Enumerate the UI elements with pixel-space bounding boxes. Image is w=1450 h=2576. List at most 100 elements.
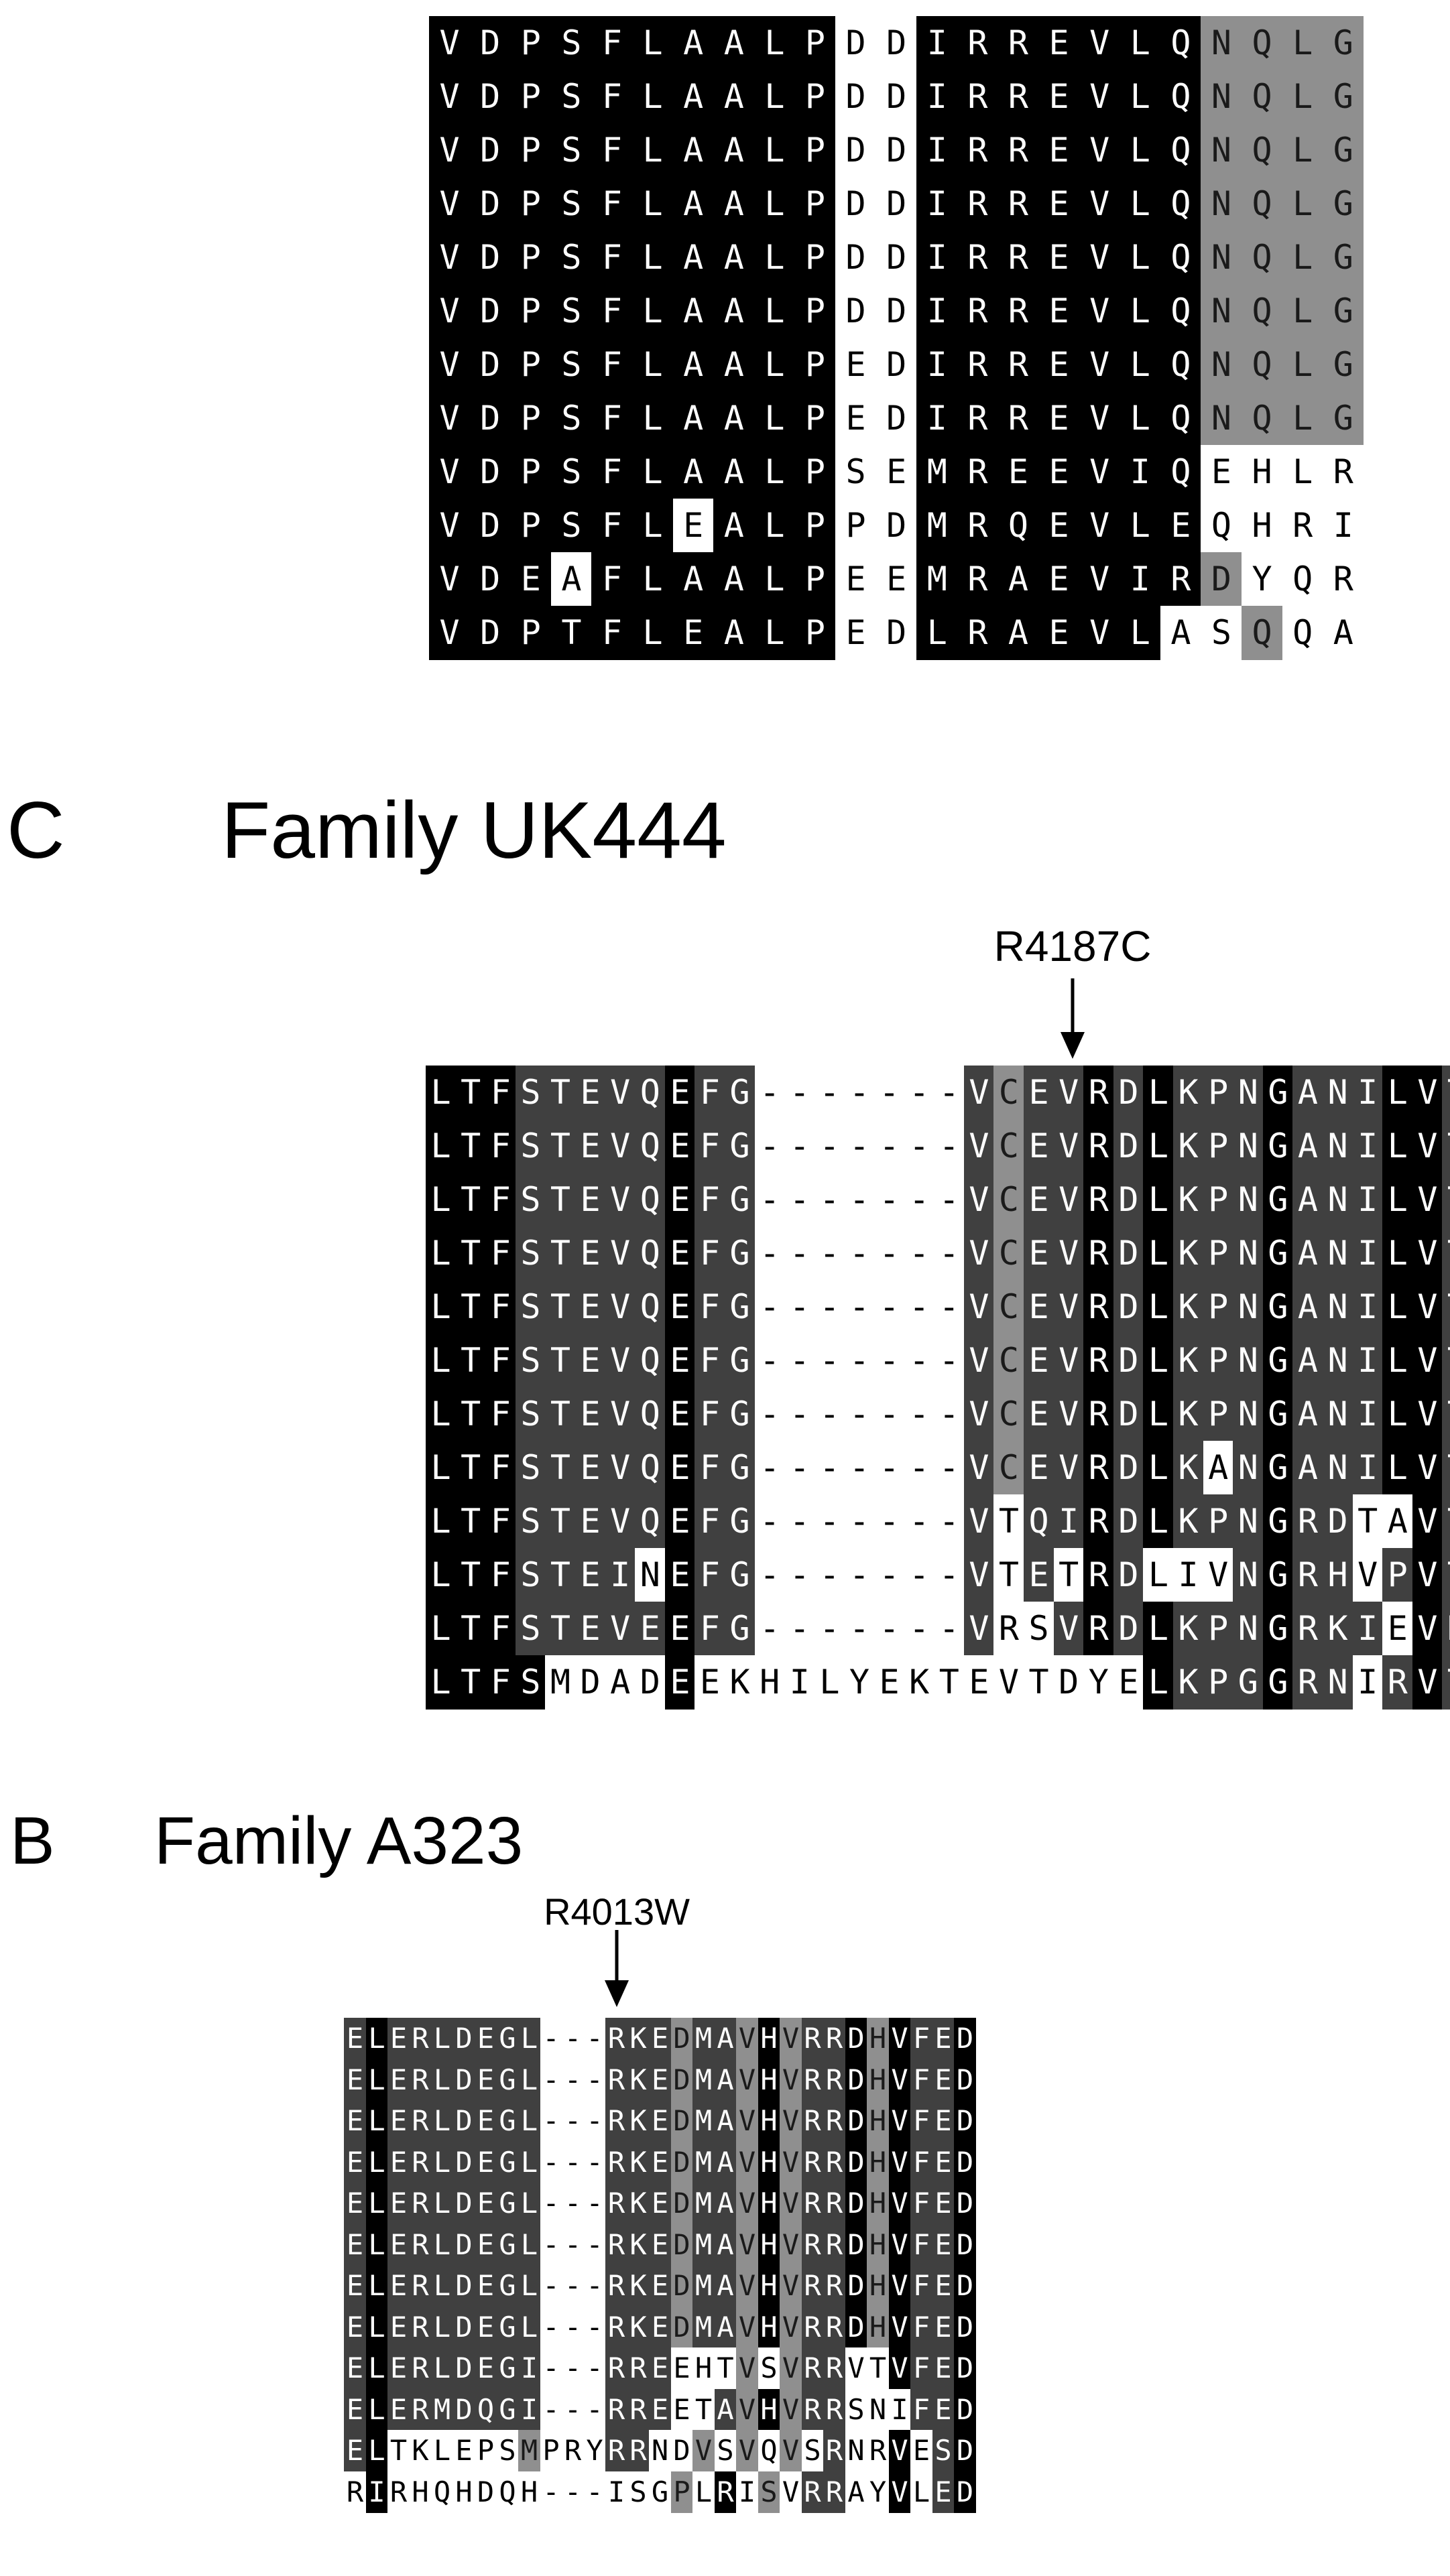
residue-cell: - <box>562 2306 585 2348</box>
residue-cell: I <box>736 2471 759 2513</box>
residue-cell: F <box>694 1441 725 1495</box>
residue-cell: V <box>1053 1173 1084 1227</box>
residue-cell: G <box>1323 123 1364 178</box>
residue-cell: S <box>714 2430 737 2472</box>
residue-cell: P <box>510 284 552 338</box>
residue-cell: R <box>801 2100 824 2142</box>
residue-cell: R <box>387 2471 410 2513</box>
residue-cell: D <box>875 284 917 338</box>
residue-cell: - <box>754 1548 785 1602</box>
residue-cell: T <box>714 2347 737 2390</box>
residue-cell: L <box>518 2018 541 2060</box>
residue-cell: D <box>835 284 877 338</box>
residue-cell: - <box>814 1441 845 1495</box>
residue-cell: H <box>867 2265 890 2307</box>
residue-cell: V <box>1412 1441 1443 1495</box>
residue-cell: F <box>485 1441 516 1495</box>
residue-cell: M <box>692 2224 715 2266</box>
residue-cell: E <box>694 1655 725 1710</box>
residue-cell: V <box>736 2347 759 2390</box>
residue-cell: L <box>426 1334 457 1388</box>
residue-cell: E <box>575 1441 606 1495</box>
residue-cell: T <box>455 1494 486 1549</box>
residue-cell: V <box>1079 70 1120 124</box>
residue-cell: - <box>754 1602 785 1656</box>
residue-cell: L <box>365 2224 388 2266</box>
residue-cell: M <box>692 2018 715 2060</box>
residue-cell: E <box>670 2388 693 2431</box>
residue-cell: E <box>932 2141 955 2183</box>
residue-cell: D <box>670 2059 693 2101</box>
residue-cell: A <box>672 284 714 338</box>
residue-cell: L <box>814 1655 845 1710</box>
residue-cell: F <box>485 1655 516 1710</box>
residue-cell: D <box>469 391 511 446</box>
residue-cell: N <box>1233 1387 1264 1441</box>
residue-cell: L <box>1382 1066 1413 1120</box>
residue-cell: D <box>875 231 917 285</box>
residue-cell: L <box>1282 445 1323 499</box>
residue-cell: D <box>835 70 877 124</box>
residue-cell: V <box>605 1173 636 1227</box>
residue-cell: R <box>823 2471 846 2513</box>
residue-cell: R <box>823 2306 846 2348</box>
residue-cell: R <box>1083 1441 1114 1495</box>
residue-cell: L <box>1143 1334 1174 1388</box>
residue-cell: H <box>1323 1548 1353 1602</box>
residue-cell: A <box>1292 1066 1323 1120</box>
residue-cell: S <box>515 1226 546 1281</box>
residue-cell: E <box>1038 177 1080 231</box>
residue-cell: V <box>1412 1173 1443 1227</box>
residue-cell: L <box>1382 1226 1413 1281</box>
residue-cell: T <box>1024 1655 1054 1710</box>
residue-cell: - <box>784 1494 815 1549</box>
residue-cell: L <box>426 1655 457 1710</box>
residue-cell: A <box>1292 1334 1323 1388</box>
residue-cell: E <box>649 2141 672 2183</box>
residue-cell: E <box>932 2059 955 2101</box>
residue-cell: E <box>1024 1548 1054 1602</box>
residue-cell: F <box>694 1494 725 1549</box>
residue-cell: K <box>627 2224 650 2266</box>
residue-cell: E <box>475 2265 497 2307</box>
residue-cell: L <box>426 1602 457 1656</box>
residue-cell: D <box>1113 1387 1144 1441</box>
residue-cell: L <box>753 391 795 446</box>
residue-cell: V <box>1079 338 1120 392</box>
residue-cell: D <box>452 2265 475 2307</box>
residue-cell: D <box>1113 1066 1144 1120</box>
residue-cell: G <box>1323 338 1364 392</box>
residue-cell: R <box>409 2183 432 2225</box>
residue-cell: H <box>758 2224 780 2266</box>
residue-cell: H <box>867 2100 890 2142</box>
residue-cell: R <box>1083 1548 1114 1602</box>
residue-cell: P <box>1203 1387 1233 1441</box>
residue-cell: - <box>784 1226 815 1281</box>
residue-cell: F <box>485 1387 516 1441</box>
residue-cell: I <box>916 338 958 392</box>
residue-cell: M <box>916 499 958 553</box>
residue-cell: I <box>518 2347 541 2390</box>
residue-cell: S <box>550 177 592 231</box>
residue-cell: V <box>605 1119 636 1173</box>
residue-cell: - <box>583 2265 606 2307</box>
arrow-head <box>1061 1032 1085 1059</box>
residue-cell: Q <box>758 2430 780 2472</box>
residue-cell: E <box>475 2224 497 2266</box>
residue-cell: T <box>455 1387 486 1441</box>
residue-cell: E <box>932 2347 955 2390</box>
residue-cell: P <box>1203 1655 1233 1710</box>
residue-cell: E <box>475 2183 497 2225</box>
residue-cell: E <box>664 1280 695 1334</box>
residue-cell: - <box>540 2183 562 2225</box>
residue-cell: R <box>998 338 1039 392</box>
residue-cell: T <box>1442 1441 1450 1495</box>
residue-cell: T <box>545 1280 576 1334</box>
residue-cell: D <box>469 445 511 499</box>
residue-cell: R <box>409 2018 432 2060</box>
residue-cell: - <box>562 2265 585 2307</box>
residue-cell: G <box>496 2100 519 2142</box>
residue-cell: N <box>1201 70 1242 124</box>
residue-cell: L <box>518 2265 541 2307</box>
residue-cell: K <box>1173 1441 1204 1495</box>
